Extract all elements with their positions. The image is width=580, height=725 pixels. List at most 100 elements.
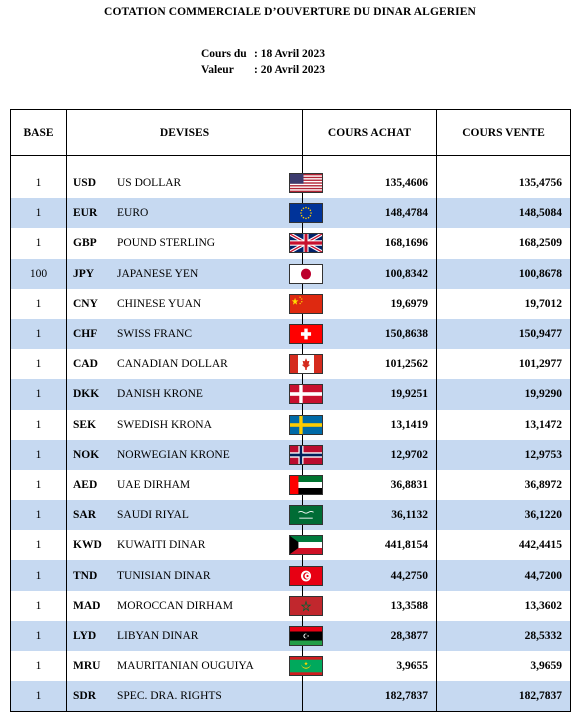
devise-cell: KWD KUWAITI DINAR — [66, 530, 323, 561]
uk-flag-icon — [289, 233, 323, 254]
base-cell: 1 — [10, 590, 67, 621]
cours-achat-cell: 12,9702 — [302, 439, 437, 470]
base-cell: 1 — [10, 439, 67, 470]
cours-achat-cell: 36,8831 — [302, 469, 437, 501]
currency-code: DKK — [73, 388, 100, 401]
us-flag-icon — [289, 173, 323, 194]
currency-code: KWD — [73, 539, 102, 552]
currency-name: POUND STERLING — [117, 237, 216, 250]
currency-name: CHINESE YUAN — [117, 297, 202, 310]
document-title: COTATION COMMERCIALE D’OUVERTURE DU DINA… — [104, 6, 476, 18]
cours-vente-cell: 36,8972 — [436, 469, 571, 501]
saudi-flag-icon — [289, 505, 323, 526]
cours-vente-cell: 19,7012 — [436, 288, 571, 319]
cours-achat-cell: 19,6979 — [302, 288, 437, 319]
cours-vente-cell: 101,2977 — [436, 349, 571, 380]
devise-cell: TND TUNISIAN DINAR — [66, 560, 323, 591]
table-row: 1 CAD CANADIAN DOLLAR 101,2562 101,2977 — [10, 349, 571, 380]
cours-achat-cell: 182,7837 — [302, 681, 437, 713]
cours-achat-cell: 135,4606 — [302, 168, 437, 199]
table-row: 1 USD US DOLLAR 135,4606 135,4756 — [10, 168, 571, 199]
currency-name: DANISH KRONE — [117, 388, 203, 401]
cours-vente-cell: 442,4415 — [436, 530, 571, 561]
table-row: 1 LYD LIBYAN DINAR 28,3877 28,5332 — [10, 620, 571, 651]
devise-cell: DKK DANISH KRONE — [66, 379, 323, 410]
cours-achat-cell: 150,8638 — [302, 318, 437, 350]
currency-code: AED — [73, 478, 98, 491]
devise-cell: JPY JAPANESE YEN — [66, 258, 323, 289]
currency-code: USD — [73, 177, 97, 190]
uae-flag-icon — [289, 474, 323, 495]
table-row: 1 CHF SWISS FRANC 150,8638 150,9477 — [10, 318, 571, 350]
base-cell: 100 — [10, 258, 67, 289]
denmark-flag-icon — [289, 384, 323, 405]
base-cell: 1 — [10, 409, 67, 440]
cours-achat-cell: 13,1419 — [302, 409, 437, 440]
cours-vente-cell: 3,9659 — [436, 651, 571, 682]
devise-cell: SDR SPEC. DRA. RIGHTS — [66, 681, 303, 713]
switzerland-flag-icon — [289, 324, 323, 345]
cours-du-line: Cours du : 18 Avril 2023 — [201, 46, 325, 62]
base-cell: 1 — [10, 500, 67, 531]
table-row: 1 TND TUNISIAN DINAR 44,2750 44,7200 — [10, 560, 571, 591]
devise-cell: MRU MAURITANIAN OUGUIYA — [66, 651, 323, 682]
eu-flag-icon — [289, 203, 323, 224]
base-cell: 1 — [10, 349, 67, 380]
cours-achat-cell: 19,9251 — [302, 379, 437, 410]
cours-achat-cell: 441,8154 — [302, 530, 437, 561]
currency-name: JAPANESE YEN — [117, 267, 199, 280]
libya-flag-icon — [289, 625, 323, 646]
sweden-flag-icon — [289, 414, 323, 435]
cours-achat-cell: 168,1696 — [302, 228, 437, 259]
currency-name: SAUDI RIYAL — [117, 509, 189, 522]
base-cell: 1 — [10, 651, 67, 682]
tunisia-flag-icon — [289, 565, 323, 586]
table-row: 1 AED UAE DIRHAM 36,8831 36,8972 — [10, 469, 571, 501]
table-row: 1 CNY CHINESE YUAN 19,6979 19,7012 — [10, 288, 571, 319]
table-row: 1 EUR EURO 148,4784 148,5084 — [10, 198, 571, 229]
cours-achat-cell: 36,1132 — [302, 500, 437, 531]
devise-cell: SAR SAUDI RIYAL — [66, 500, 323, 531]
cours-vente-cell: 148,5084 — [436, 198, 571, 229]
kuwait-flag-icon — [289, 535, 323, 556]
devise-cell: MAD MOROCCAN DIRHAM — [66, 590, 323, 621]
devise-cell: GBP POUND STERLING — [66, 228, 323, 259]
currency-code: MRU — [73, 660, 101, 673]
currency-code: TND — [73, 569, 98, 582]
cours-du-label: Cours du — [201, 48, 247, 60]
devise-cell: AED UAE DIRHAM — [66, 469, 323, 501]
currency-name: SWEDISH KRONA — [117, 418, 212, 431]
base-cell: 1 — [10, 198, 67, 229]
currency-name: NORWEGIAN KRONE — [117, 448, 230, 461]
table-row: 1 GBP POUND STERLING 168,1696 168,2509 — [10, 228, 571, 259]
currency-name: SWISS FRANC — [117, 328, 193, 341]
currency-name: UAE DIRHAM — [117, 478, 191, 491]
valeur-value: : 20 Avril 2023 — [254, 64, 326, 76]
canada-flag-icon — [289, 354, 323, 375]
cours-vente-cell: 28,5332 — [436, 620, 571, 651]
devise-cell: CAD CANADIAN DOLLAR — [66, 349, 323, 380]
mauritania-flag-icon — [289, 656, 323, 677]
table-row: 1 MAD MOROCCAN DIRHAM 13,3588 13,3602 — [10, 590, 571, 621]
table-header-row: BASE DEVISES COURS ACHAT COURS VENTE — [10, 109, 571, 156]
japan-flag-icon — [289, 263, 323, 284]
cours-vente-cell: 135,4756 — [436, 168, 571, 199]
table-row: 1 MRU MAURITANIAN OUGUIYA 3,9655 3,9659 — [10, 651, 571, 682]
currency-name: SPEC. DRA. RIGHTS — [117, 690, 222, 703]
base-cell: 1 — [10, 469, 67, 501]
table-row: 1 SAR SAUDI RIYAL 36,1132 36,1220 — [10, 500, 571, 531]
currency-code: CHF — [73, 328, 98, 341]
header-cours-achat: COURS ACHAT — [302, 109, 437, 156]
cours-vente-cell: 13,1472 — [436, 409, 571, 440]
currency-name: TUNISIAN DINAR — [117, 569, 211, 582]
base-cell: 1 — [10, 530, 67, 561]
cours-vente-cell: 182,7837 — [436, 681, 571, 713]
currency-name: MOROCCAN DIRHAM — [117, 599, 233, 612]
currency-code: CNY — [73, 297, 98, 310]
currency-code: CAD — [73, 358, 98, 371]
valeur-line: Valeur : 20 Avril 2023 — [201, 62, 325, 78]
currency-code: EUR — [73, 207, 98, 220]
table-spacer-row — [10, 155, 571, 168]
devise-cell: EUR EURO — [66, 198, 323, 229]
base-cell: 1 — [10, 681, 67, 713]
